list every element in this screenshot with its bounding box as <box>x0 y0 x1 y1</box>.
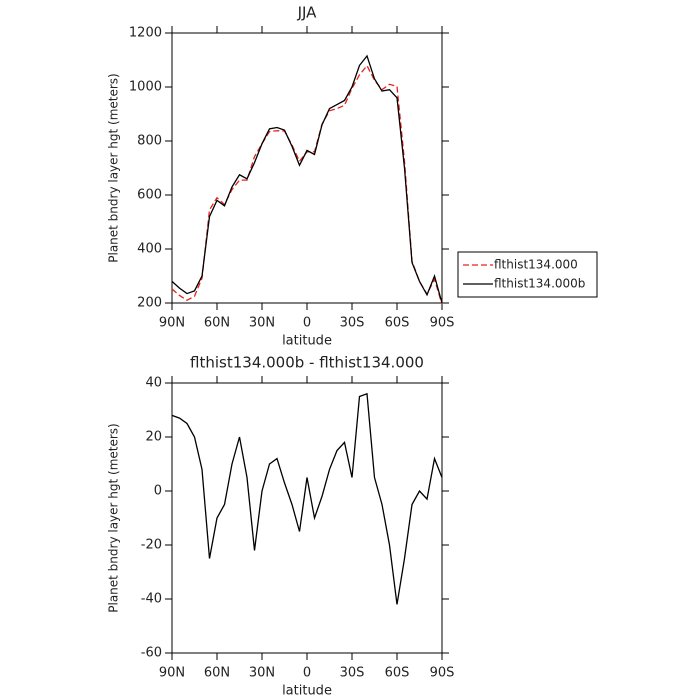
y-tick-label: 0 <box>154 484 162 499</box>
x-tick-label: 30N <box>249 666 275 681</box>
x-tick-label: 60S <box>385 666 410 681</box>
x-tick-label: 90N <box>159 316 185 331</box>
y-tick-label: 1200 <box>129 26 162 41</box>
x-tick-label: 30S <box>340 666 365 681</box>
y-tick-label: 40 <box>145 376 162 391</box>
legend-label: flthist134.000 <box>494 258 578 272</box>
plot-frame <box>171 32 443 304</box>
x-tick-label: 90S <box>430 666 455 681</box>
plot-frame <box>171 382 443 654</box>
x-tick-label: 30S <box>340 316 365 331</box>
x-axis-label: latitude <box>282 684 332 699</box>
y-tick-label: 20 <box>145 430 162 445</box>
x-tick-label: 0 <box>303 666 311 681</box>
legend-box <box>457 251 598 298</box>
y-tick-label: 600 <box>137 188 162 203</box>
x-tick-label: 90N <box>159 666 185 681</box>
y-tick-label: -20 <box>141 538 162 553</box>
chart-title: JJA <box>297 4 318 22</box>
y-axis-label: Planet bndry layer hgt (meters) <box>107 423 121 613</box>
x-tick-label: 30N <box>249 316 275 331</box>
chart-title: flthist134.000b - flthist134.000 <box>190 354 424 372</box>
x-tick-label: 60N <box>204 316 230 331</box>
series-line <box>171 54 443 304</box>
x-tick-label: 0 <box>303 316 311 331</box>
x-tick-label: 90S <box>430 316 455 331</box>
x-tick-label: 60N <box>204 666 230 681</box>
x-tick-label: 60S <box>385 316 410 331</box>
series-line <box>171 392 443 605</box>
y-axis-label: Planet bndry layer hgt (meters) <box>107 73 121 263</box>
legend-label: flthist134.000b <box>494 277 585 291</box>
series-line <box>171 64 443 305</box>
y-tick-label: 1000 <box>129 80 162 95</box>
y-tick-label: -40 <box>141 592 162 607</box>
x-axis-label: latitude <box>282 334 332 349</box>
y-tick-label: 400 <box>137 242 162 257</box>
y-tick-label: 200 <box>137 296 162 311</box>
y-tick-label: -60 <box>141 646 162 661</box>
y-tick-label: 800 <box>137 134 162 149</box>
